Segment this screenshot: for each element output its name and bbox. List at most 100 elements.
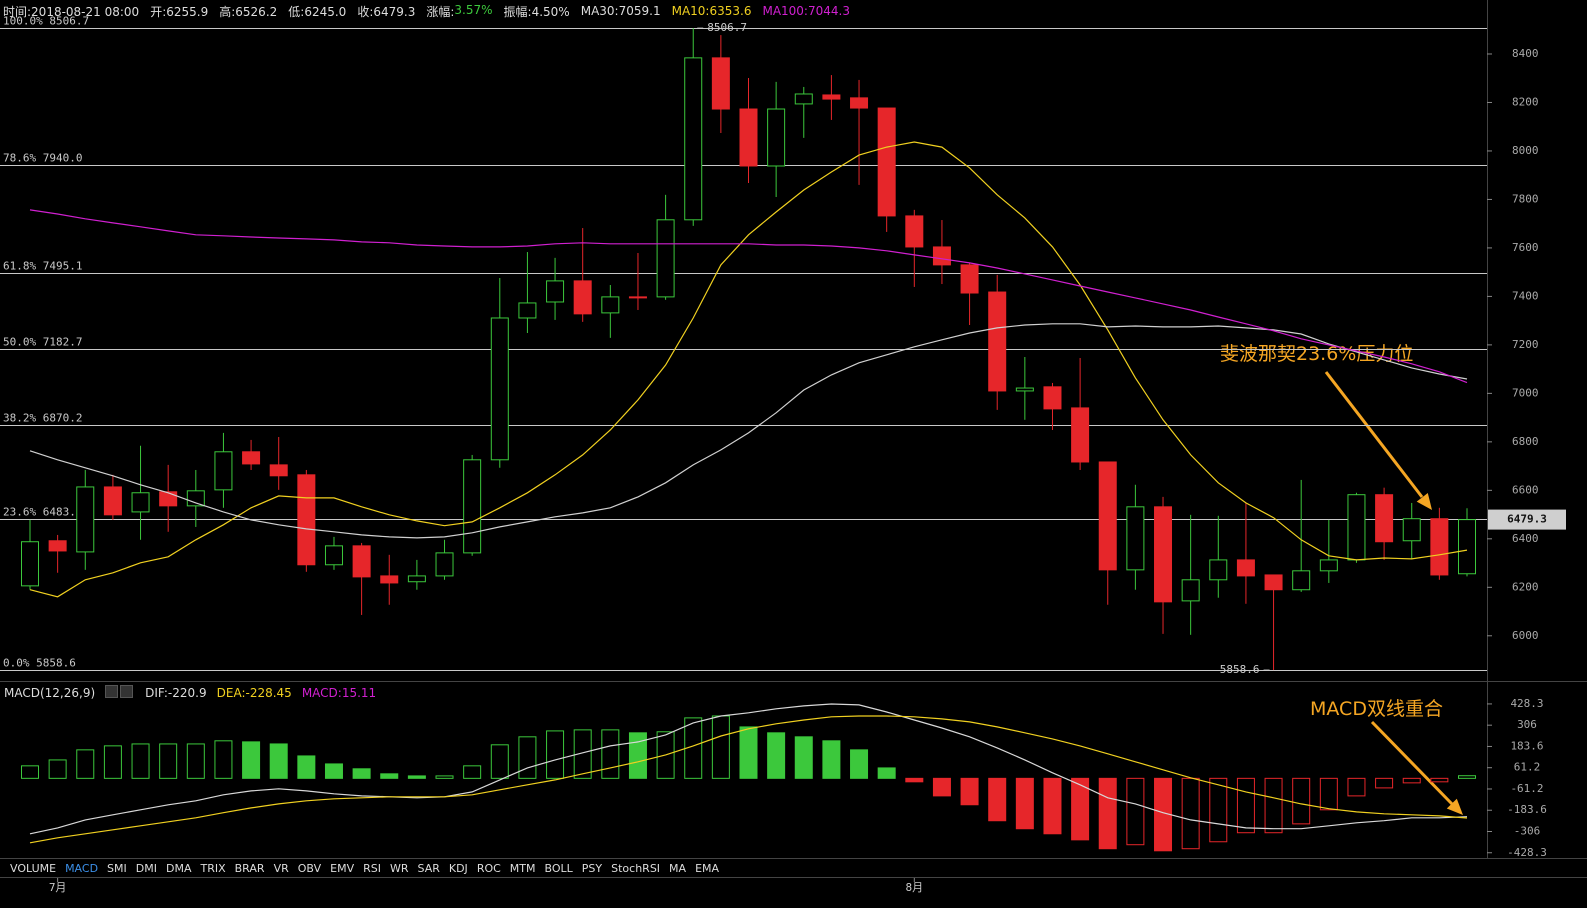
indicator-tab[interactable]: PSY — [581, 861, 603, 875]
macd-bar — [628, 732, 647, 779]
macd-header-text: DEA:-228.45 — [216, 686, 292, 700]
candle-body — [214, 451, 233, 491]
info-text: MA10:6353.6 — [671, 4, 752, 18]
macd-bar — [352, 768, 371, 779]
indicator-tab[interactable]: MACD — [65, 861, 99, 875]
close-icon[interactable] — [120, 685, 134, 698]
macd-bar — [905, 777, 924, 783]
macd-bar — [1375, 777, 1394, 789]
y-tick-label: 6800 — [1512, 435, 1539, 448]
settings-icon[interactable] — [105, 685, 119, 698]
candle-body — [407, 575, 426, 583]
macd-bar — [1430, 777, 1449, 783]
candle-body — [1015, 387, 1034, 392]
candle-body — [435, 552, 454, 577]
macd-bar — [48, 759, 67, 779]
info-text: 3.57% — [454, 2, 493, 17]
candle-body — [684, 57, 703, 221]
indicator-tab[interactable]: ROC — [476, 861, 501, 875]
x-tick-label: 7月 — [49, 881, 67, 894]
info-text: 涨幅: — [426, 4, 455, 19]
indicator-tab[interactable]: DMI — [135, 861, 157, 875]
macd-bar — [131, 743, 150, 779]
indicator-tab[interactable]: OBV — [297, 861, 322, 875]
y-tick-label: 7400 — [1512, 289, 1539, 302]
candle-body — [988, 291, 1007, 392]
x-tick-label: 8月 — [905, 881, 923, 894]
indicator-tab[interactable]: EMV — [330, 861, 355, 875]
candle-body — [186, 490, 205, 507]
macd-bar — [214, 740, 233, 779]
macd-bar — [186, 743, 205, 779]
candle-body — [1319, 559, 1338, 572]
candle-body — [711, 57, 730, 110]
y-tick-label: -61.2 — [1510, 782, 1543, 795]
indicator-tab[interactable]: RSI — [363, 861, 381, 875]
candle-body — [656, 219, 675, 298]
candle-body — [877, 107, 896, 217]
macd-bar — [960, 777, 979, 806]
candle-body — [960, 264, 979, 294]
ma-line — [29, 209, 1468, 384]
indicator-tab[interactable]: MA — [669, 861, 687, 875]
macd-bar — [242, 741, 261, 779]
indicator-tab[interactable]: SMI — [107, 861, 127, 875]
candle-body — [1264, 574, 1283, 591]
fib-label: 50.0% 7182.7 — [3, 336, 82, 349]
macd-bar — [711, 715, 730, 779]
candle-body — [1375, 494, 1394, 543]
macd-bar — [518, 736, 537, 779]
candle-body — [822, 94, 841, 100]
info-item: 低:6245.0 — [288, 3, 346, 20]
indicator-tab[interactable]: TRIX — [200, 861, 226, 875]
macd-bar — [103, 745, 122, 779]
annotation-arrow — [1370, 720, 1454, 806]
candle-body — [159, 491, 178, 507]
candle-body — [1126, 506, 1145, 571]
indicator-tab[interactable]: BRAR — [234, 861, 265, 875]
candle-body — [76, 486, 95, 553]
macd-bar — [490, 744, 509, 779]
candle-body — [1098, 461, 1117, 571]
ma-line — [29, 323, 1468, 539]
y-tick-label: 6200 — [1512, 580, 1539, 593]
macd-bar — [739, 726, 758, 779]
macd-bar — [380, 773, 399, 779]
y-tick-label: 8200 — [1512, 95, 1539, 108]
candle-body — [1236, 559, 1255, 577]
info-text: 时间:2018-08-21 08:00 — [3, 4, 140, 19]
candle-body — [794, 93, 813, 105]
indicator-tab[interactable]: EMA — [695, 861, 720, 875]
indicator-tab[interactable]: VOLUME — [10, 861, 57, 875]
low-label: 5858.6 — [1220, 663, 1260, 676]
macd-bar — [1264, 777, 1283, 834]
fib-label: 78.6% 7940.0 — [3, 152, 82, 165]
indicator-tab[interactable]: VR — [273, 861, 289, 875]
indicator-tab[interactable]: BOLL — [544, 861, 573, 875]
macd-bar — [1209, 777, 1228, 843]
indicator-tab[interactable]: MTM — [509, 861, 536, 875]
indicator-tab[interactable]: SAR — [417, 861, 440, 875]
macd-bar — [324, 763, 343, 779]
indicator-tab[interactable]: KDJ — [448, 861, 468, 875]
y-tick-label: -428.3 — [1507, 846, 1547, 859]
header-icons — [105, 685, 135, 701]
y-tick-label: 8400 — [1512, 47, 1539, 60]
indicator-tab[interactable]: StochRSI — [611, 861, 661, 875]
indicator-tab[interactable]: DMA — [165, 861, 192, 875]
macd-bar — [850, 749, 869, 779]
macd-bar — [1292, 777, 1311, 825]
info-bar: 时间:2018-08-21 08:00 开:6255.9 高:6526.2 低:624… — [3, 3, 850, 19]
candle-body — [1430, 518, 1449, 576]
indicator-tab[interactable]: WR — [389, 861, 409, 875]
info-text: 振幅:4.50% — [503, 4, 570, 19]
macd-bar — [297, 755, 316, 779]
candle-body — [48, 540, 67, 552]
info-item: MA100:7044.3 — [762, 4, 850, 18]
fib-label: 61.8% 7495.1 — [3, 260, 82, 273]
info-text: 收:6479.3 — [357, 4, 416, 19]
macd-bar — [1236, 777, 1255, 834]
candle-body — [850, 97, 869, 109]
annotation: 斐波那契23.6%压力位 — [1220, 343, 1413, 365]
info-text: 开:6255.9 — [150, 4, 209, 19]
